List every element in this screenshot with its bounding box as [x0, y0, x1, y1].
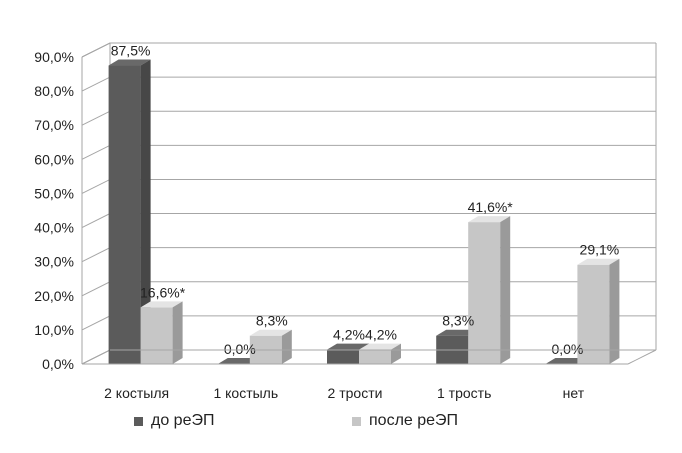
data-label: 16,6%* [140, 284, 186, 300]
data-label: 4,2% [333, 327, 365, 343]
x-tick-label: 1 костыль [213, 385, 278, 401]
bar-front [468, 222, 501, 364]
bar-top [436, 329, 479, 336]
bar [577, 258, 620, 364]
y-tick-label: 70,0% [34, 117, 74, 133]
y-tick-label: 60,0% [34, 151, 74, 167]
data-label: 8,3% [256, 313, 288, 329]
floor-right-edge [627, 349, 657, 365]
bar [140, 301, 183, 364]
y-tick-label: 40,0% [34, 220, 74, 236]
bar-top [217, 358, 260, 364]
bar-side [500, 216, 511, 364]
legend-swatch-before [134, 416, 143, 426]
x-tick-label: 2 трости [328, 385, 383, 401]
y-tick-label: 90,0% [34, 49, 74, 65]
bar-top [468, 216, 511, 223]
bar-top [327, 343, 369, 350]
gridline [81, 42, 656, 58]
bar [359, 343, 401, 364]
data-label: 41,6%* [468, 199, 514, 215]
gridline [81, 144, 656, 160]
data-label: 87,5% [111, 43, 151, 59]
bar-top [545, 358, 588, 364]
y-axis: 0,0% 10,0% 20,0% 30,0% 40,0% 50,0% 60,0% 70,0% 8… [34, 49, 83, 372]
y-tick-label: 10,0% [34, 322, 74, 338]
bar [545, 358, 588, 364]
bar-top [108, 59, 151, 66]
bar-front [577, 264, 610, 364]
bar-top [577, 258, 620, 265]
x-tick-label: 2 костыля [104, 385, 169, 401]
y-tick-label: 30,0% [34, 254, 74, 270]
bar-side [140, 59, 151, 365]
legend-item-after: после реЭП [352, 412, 458, 430]
gridline [81, 213, 656, 229]
bar [468, 216, 511, 364]
data-label: 4,2% [365, 327, 397, 343]
bar [108, 59, 151, 365]
data-label: 29,1% [580, 242, 620, 258]
bars [108, 59, 620, 365]
bar-top [249, 329, 292, 336]
bar-side [391, 343, 401, 364]
bar-front [108, 65, 141, 365]
bar-top [140, 301, 183, 308]
legend-label-before: до реЭП [151, 412, 215, 429]
data-label: 8,3% [442, 313, 474, 329]
gridline [81, 76, 656, 92]
gridline [81, 110, 656, 126]
x-tick-label: 1 трость [437, 385, 491, 401]
data-labels: 87,5%16,6%*0,0%8,3%4,2% 4,2%8,3%41,6%*0,0… [111, 43, 620, 357]
x-axis: 2 костыля 1 костыль 2 трости 1 трость нет [82, 349, 656, 401]
bar [217, 358, 260, 364]
legend: до реЭП после реЭП [0, 412, 682, 436]
y-tick-label: 20,0% [34, 288, 74, 304]
y-tick-label: 50,0% [34, 185, 74, 201]
legend-item-before: до реЭП [134, 412, 214, 430]
legend-swatch-after [352, 416, 361, 426]
data-label: 0,0% [551, 341, 583, 357]
y-tick-label: 0,0% [42, 356, 74, 372]
gridline [81, 178, 656, 194]
bar-side [172, 301, 183, 364]
bar-front [359, 349, 391, 364]
legend-label-after: после реЭП [369, 412, 459, 429]
back-wall-top [81, 42, 656, 58]
gridline [81, 247, 656, 263]
bar-front [140, 307, 173, 364]
bar-top [359, 343, 401, 350]
bar-front [327, 349, 359, 364]
bar-side [281, 329, 292, 364]
x-tick-label: нет [563, 385, 585, 401]
y-tick-label: 80,0% [34, 83, 74, 99]
bar-side [609, 258, 620, 364]
bar [249, 329, 292, 364]
data-label: 0,0% [224, 341, 256, 357]
